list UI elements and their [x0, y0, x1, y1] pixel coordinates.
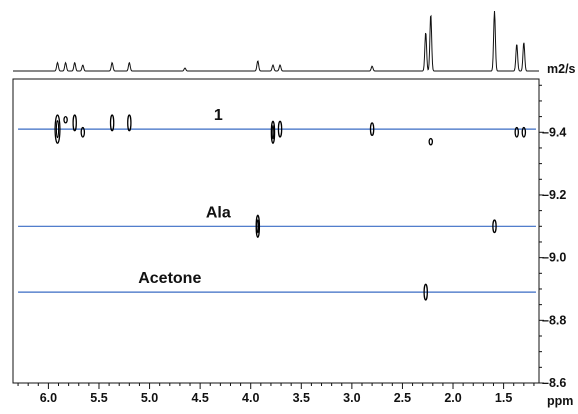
plot-frame	[12, 78, 540, 384]
cross-peak	[80, 126, 86, 138]
x-tick-label: 6.0	[40, 391, 57, 405]
series-label-1: 1	[214, 107, 223, 124]
cross-peak	[270, 120, 276, 144]
cross-peak	[109, 114, 115, 132]
cross-peak	[277, 120, 283, 138]
y-tick-label: –9.4	[542, 125, 566, 139]
cross-peak	[423, 283, 428, 301]
cross-peak-inner-contour	[256, 219, 260, 234]
cross-peak-inner-contour	[55, 120, 60, 139]
y-tick-label: –8.8	[542, 313, 566, 327]
y-tick-label: –9.0	[542, 251, 566, 265]
cross-peaks	[54, 114, 527, 301]
cross-peak	[255, 214, 261, 238]
y-axis: –9.4 –9.2 –9.0 –8.8 –8.6	[539, 84, 566, 390]
cross-peak	[514, 126, 519, 138]
cross-peak	[521, 126, 527, 138]
y-axis-unit-label: m2/s	[547, 62, 576, 76]
x-tick-label: 5.5	[90, 391, 107, 405]
cross-peak	[127, 114, 132, 132]
spectrum-trace	[13, 10, 539, 72]
y-tick-label: –8.6	[542, 376, 566, 390]
x-tick-label: 2.0	[444, 391, 461, 405]
x-tick-label: 3.5	[293, 391, 310, 405]
x-tick-label: 4.0	[242, 391, 259, 405]
cross-peak	[63, 115, 68, 124]
x-tick-label: 2.5	[394, 391, 411, 405]
x-axis-unit-label: ppm	[547, 394, 573, 408]
diffusion-bands: 1 Ala Acetone	[18, 107, 536, 293]
x-tick-label: 4.5	[191, 391, 208, 405]
x-axis: 6.0 5.5 5.0 4.5 4.0 3.5 3.0 2.5 2.0 1.5	[17, 383, 535, 405]
cross-peak	[369, 122, 375, 137]
x-tick-label: 1.5	[495, 391, 512, 405]
cross-peak	[428, 137, 434, 146]
cross-peak	[72, 114, 77, 132]
x-tick-label: 3.0	[343, 391, 360, 405]
cross-peak-inner-contour	[271, 125, 275, 140]
cross-peak	[492, 219, 497, 234]
cross-peak	[54, 114, 61, 144]
series-label-ala: Ala	[206, 204, 231, 221]
x-tick-label: 5.0	[141, 391, 158, 405]
y-tick-label: –9.2	[542, 188, 566, 202]
series-label-acetone: Acetone	[138, 270, 201, 287]
1d-projection-spectrum	[13, 10, 539, 72]
